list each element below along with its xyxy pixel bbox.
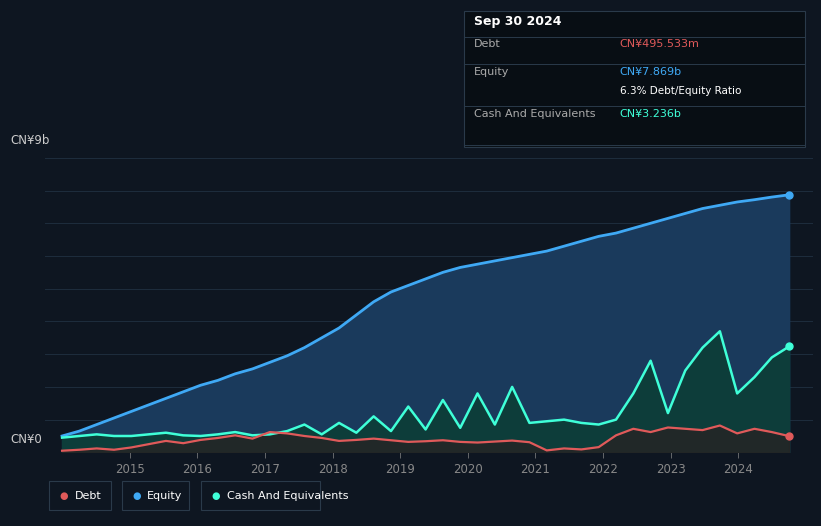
Text: ●: ● (212, 491, 220, 501)
Text: Equity: Equity (147, 491, 182, 501)
Text: Debt: Debt (474, 39, 501, 49)
Text: Equity: Equity (474, 67, 509, 77)
Text: ●: ● (132, 491, 140, 501)
Text: Cash And Equivalents: Cash And Equivalents (474, 109, 595, 119)
Text: CN¥9b: CN¥9b (11, 134, 50, 147)
Text: Debt: Debt (75, 491, 102, 501)
Text: Sep 30 2024: Sep 30 2024 (474, 15, 562, 28)
Text: CN¥0: CN¥0 (11, 433, 43, 447)
Text: CN¥495.533m: CN¥495.533m (620, 39, 699, 49)
Text: 6.3% Debt/Equity Ratio: 6.3% Debt/Equity Ratio (620, 86, 741, 96)
Text: Cash And Equivalents: Cash And Equivalents (227, 491, 348, 501)
Text: CN¥7.869b: CN¥7.869b (620, 67, 682, 77)
Text: ●: ● (60, 491, 68, 501)
Text: CN¥3.236b: CN¥3.236b (620, 109, 681, 119)
